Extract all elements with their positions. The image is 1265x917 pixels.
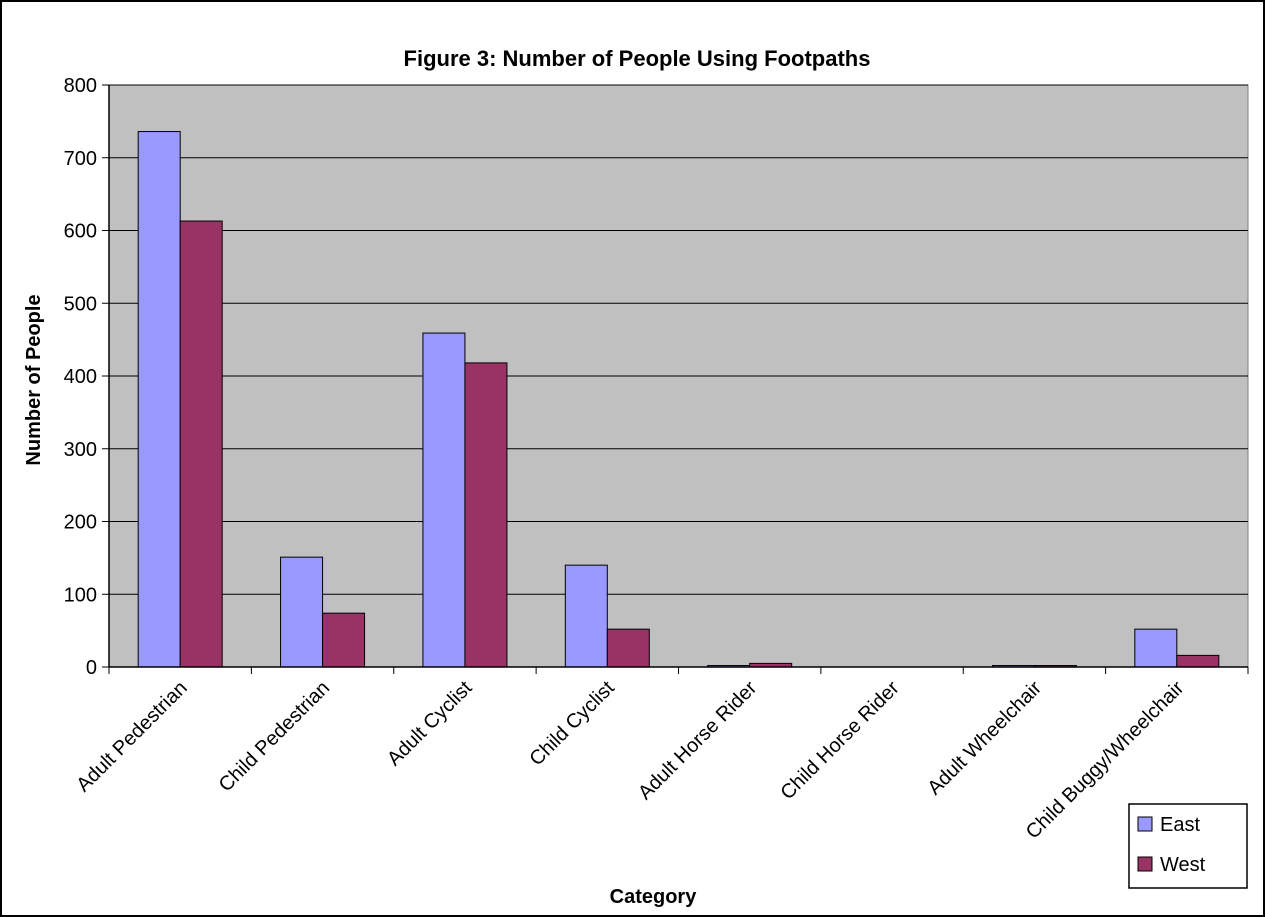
bars bbox=[137, 131, 1220, 668]
x-axis-label: Category bbox=[610, 886, 698, 908]
axes bbox=[102, 84, 1249, 674]
bar-east-adult-cyclist bbox=[422, 332, 466, 668]
bar-west-adult-pedestrian bbox=[179, 220, 223, 668]
bar-east-child-pedestrian bbox=[280, 556, 324, 668]
legend: East West bbox=[1128, 803, 1248, 889]
y-tick-label: 600 bbox=[64, 221, 97, 243]
bar-east-child-buggy-wheelchair bbox=[1134, 628, 1178, 668]
bar-west-child-buggy-wheelchair bbox=[1176, 654, 1220, 668]
y-tick-label: 200 bbox=[64, 512, 97, 534]
legend-swatch-east bbox=[1137, 816, 1153, 832]
y-tick-label: 400 bbox=[64, 366, 97, 388]
y-tick-label: 500 bbox=[64, 293, 97, 315]
gridlines bbox=[109, 84, 1248, 595]
y-tick-label: 700 bbox=[64, 148, 97, 170]
y-tick-label: 0 bbox=[86, 657, 97, 679]
bar-east-child-cyclist bbox=[564, 564, 608, 668]
legend-label-west: West bbox=[1160, 854, 1206, 876]
legend-label-east: East bbox=[1160, 814, 1200, 836]
y-axis-label: Number of People bbox=[23, 294, 45, 465]
y-tick-labels: 0 100 200 300 400 500 600 700 800 bbox=[64, 75, 97, 679]
chart-title: Figure 3: Number of People Using Footpat… bbox=[404, 46, 871, 71]
bar-east-adult-pedestrian bbox=[137, 131, 181, 668]
y-tick-label: 300 bbox=[64, 439, 97, 461]
bar-west-child-pedestrian bbox=[322, 612, 366, 668]
bar-west-adult-cyclist bbox=[464, 362, 508, 668]
y-tick-label: 100 bbox=[64, 584, 97, 606]
bar-west-child-cyclist bbox=[606, 628, 650, 668]
legend-swatch-west bbox=[1137, 856, 1153, 872]
y-tick-label: 800 bbox=[64, 75, 97, 97]
